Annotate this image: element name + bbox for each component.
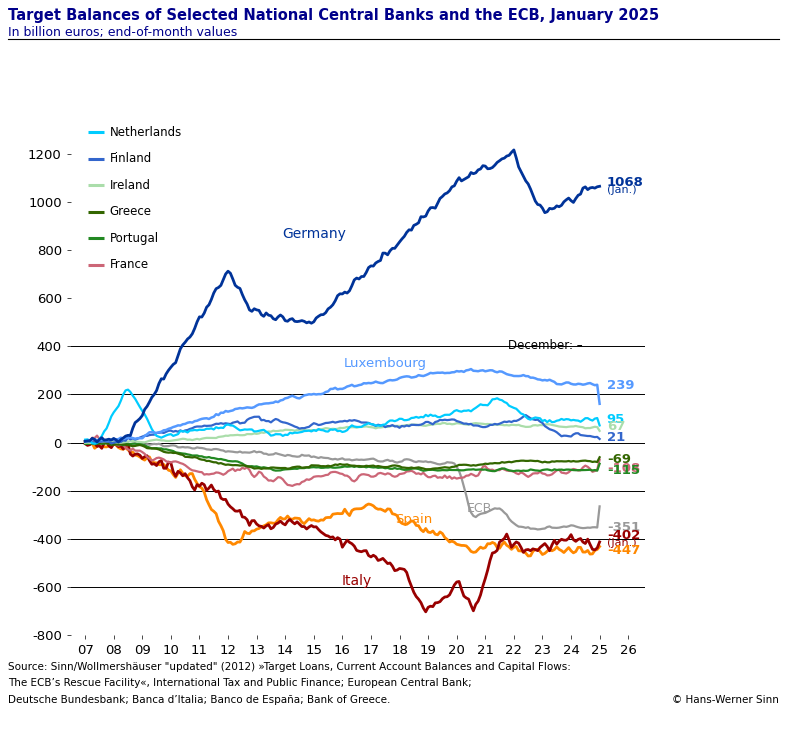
Text: The ECB’s Rescue Facility«, International Tax and Public Finance; European Centr: The ECB’s Rescue Facility«, Internationa… [8, 678, 471, 688]
Text: (Jan.): (Jan.) [607, 184, 637, 194]
Text: -351: -351 [607, 521, 640, 534]
Text: December: –: December: – [508, 339, 582, 352]
Text: Spain: Spain [395, 513, 432, 526]
Text: -447: -447 [607, 544, 640, 556]
Text: Luxembourg: Luxembourg [344, 357, 427, 370]
Text: Finland: Finland [109, 152, 152, 166]
Text: Source: Sinn/Wollmershäuser "updated" (2012) »Target Loans, Current Account Bala: Source: Sinn/Wollmershäuser "updated" (2… [8, 662, 571, 671]
Text: Ireland: Ireland [109, 178, 150, 192]
Text: -108: -108 [607, 462, 640, 475]
Text: Target Balances of Selected National Central Banks and the ECB, January 2025: Target Balances of Selected National Cen… [8, 8, 659, 23]
Text: © Hans-Werner Sinn: © Hans-Werner Sinn [672, 695, 779, 705]
Text: In billion euros; end-of-month values: In billion euros; end-of-month values [8, 26, 237, 39]
Text: Deutsche Bundesbank; Banca d’Italia; Banco de España; Bank of Greece.: Deutsche Bundesbank; Banca d’Italia; Ban… [8, 695, 390, 705]
Text: -402: -402 [607, 529, 640, 543]
Text: -115: -115 [607, 463, 640, 477]
Text: 239: 239 [607, 379, 634, 392]
Text: (Jan.): (Jan.) [607, 538, 637, 548]
Text: 1068: 1068 [607, 176, 644, 189]
Text: Greece: Greece [109, 205, 151, 218]
Text: Netherlands: Netherlands [109, 125, 182, 139]
Text: France: France [109, 258, 149, 271]
Text: Portugal: Portugal [109, 231, 158, 245]
Text: 95: 95 [607, 414, 625, 426]
Text: 67: 67 [607, 420, 625, 433]
Text: Italy: Italy [342, 574, 371, 587]
Text: Germany: Germany [282, 227, 345, 241]
Text: 21: 21 [607, 431, 625, 444]
Text: -69: -69 [607, 453, 630, 466]
Text: ECB: ECB [467, 502, 492, 516]
